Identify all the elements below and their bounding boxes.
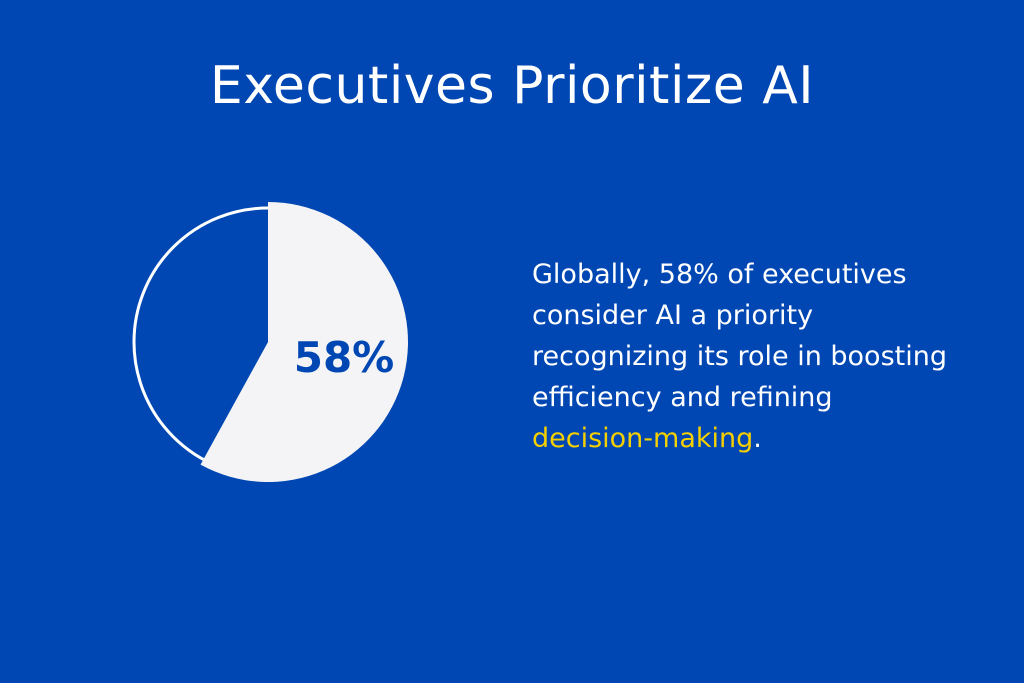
pie-center-value: 58%: [294, 333, 395, 382]
pie-svg: 58%: [132, 202, 408, 482]
description-line-last: decision-making.: [532, 418, 992, 459]
pie-slice-highlighted: [200, 202, 408, 482]
highlighted-term: decision-making: [532, 423, 754, 454]
description-line: Globally, 58% of executives: [532, 259, 907, 290]
description-line: efficiency and refining: [532, 382, 833, 413]
description-text: Globally, 58% of executives consider AI …: [532, 254, 992, 459]
description-period: .: [753, 423, 762, 454]
pie-chart: 58%: [120, 192, 440, 512]
description-line: consider AI a priority: [532, 300, 814, 331]
chart-title: Executives Prioritize AI: [209, 56, 815, 116]
description-line: recognizing its role in boosting: [532, 341, 947, 372]
